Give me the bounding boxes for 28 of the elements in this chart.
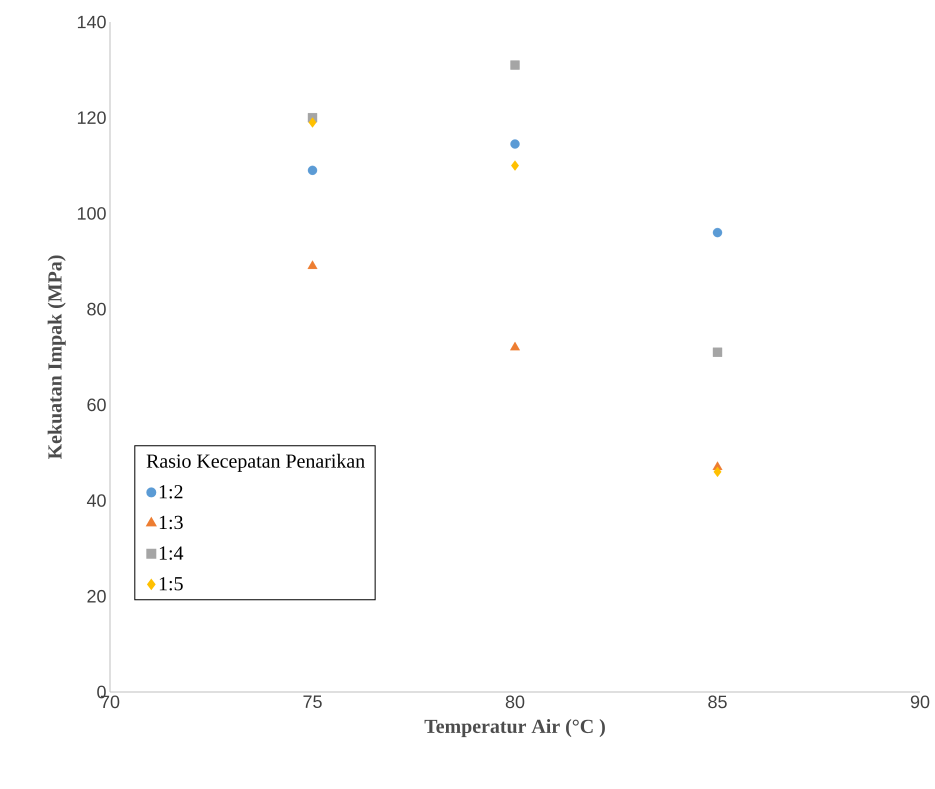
point — [511, 160, 519, 171]
point — [510, 342, 520, 350]
point — [714, 466, 722, 478]
point — [712, 228, 722, 238]
y-tick-label: 80 — [87, 302, 106, 316]
y-axis-title: Kekuatan Impak (MPa) — [48, 255, 66, 460]
legend-label: 1:2 — [160, 485, 182, 499]
legend-label: 1:3 — [160, 516, 183, 530]
point — [510, 139, 520, 149]
point — [308, 117, 316, 128]
x-tick-label: 85 — [708, 696, 727, 708]
point — [712, 348, 722, 357]
x-tick-label: 90 — [910, 696, 930, 708]
y-tick-label: 100 — [78, 207, 106, 220]
legend-label: 1:4 — [160, 546, 184, 560]
x-axis-title: Temperatur Air (°C ) — [424, 719, 605, 738]
x-tick-label: 75 — [303, 696, 322, 708]
y-tick-label: 60 — [87, 398, 106, 412]
legend-title: Rasio Kecepatan Penarikan — [146, 454, 365, 472]
y-tick-label: 40 — [86, 494, 106, 507]
y-tick-label: 120 — [78, 111, 106, 124]
legend-label: 1:5 — [160, 577, 183, 591]
x-tick-label: 80 — [506, 696, 524, 708]
point — [308, 260, 318, 270]
point — [510, 60, 520, 70]
y-tick-label: 20 — [87, 590, 106, 603]
point — [308, 166, 318, 176]
y-tick-label: 140 — [78, 16, 106, 28]
